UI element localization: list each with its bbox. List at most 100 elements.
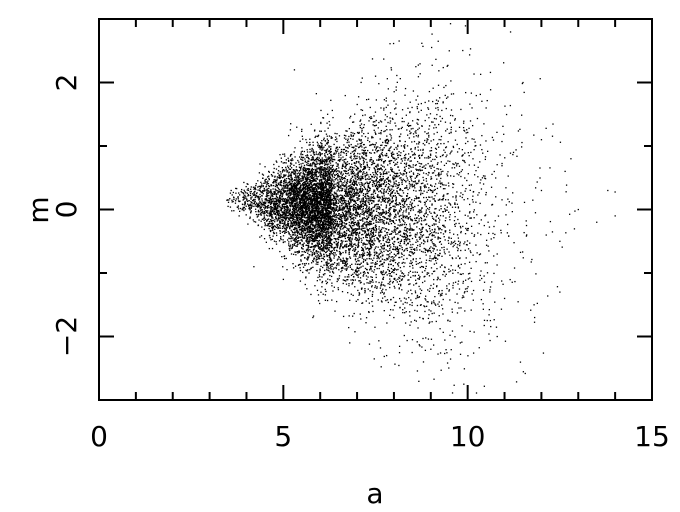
data-point [296,211,298,213]
data-point [344,250,347,252]
data-point [344,204,347,206]
data-point [368,242,370,244]
data-point [363,147,365,149]
data-point [250,190,252,193]
data-point [297,237,299,239]
data-point [371,196,373,198]
data-point [268,194,270,197]
data-point [402,172,404,175]
data-point [304,205,306,207]
data-point [467,229,469,232]
data-point [317,156,319,159]
data-point [392,42,395,45]
data-point [388,281,391,283]
data-point [352,205,354,207]
data-point [349,186,351,188]
data-point [316,211,319,213]
data-point [424,270,426,272]
data-point [264,218,267,220]
data-point [347,217,349,219]
data-point [427,250,429,252]
data-point [264,222,266,224]
data-point [334,228,336,230]
data-point [367,197,369,199]
data-point [330,206,332,208]
data-point [345,252,347,254]
data-point [404,202,406,204]
data-point [408,229,411,231]
data-point [305,216,308,219]
data-point [318,204,320,206]
data-point [333,152,335,154]
data-point [406,239,408,241]
data-point [328,253,331,255]
data-point [299,186,302,188]
data-point [309,172,311,174]
data-point [258,199,260,201]
data-point [354,221,357,224]
data-point [291,230,293,233]
data-point [367,230,370,232]
data-point [298,226,301,228]
data-point [345,183,347,186]
data-point [377,299,379,301]
data-point [439,252,441,255]
data-point [352,218,354,220]
data-point [433,127,435,129]
data-point [363,132,365,135]
data-point [301,196,303,198]
data-point [361,227,363,229]
data-point [262,185,264,188]
data-point [328,135,331,137]
data-point [412,209,415,211]
data-point [281,176,284,179]
data-point [353,255,355,257]
data-point [464,25,467,27]
data-point [306,270,308,272]
data-point [423,305,425,307]
data-point [330,167,332,169]
data-point [457,255,459,257]
data-point [345,234,347,236]
data-point [455,257,457,259]
data-point [319,220,321,222]
data-point [385,204,388,206]
data-point [483,123,485,125]
data-point [412,164,414,166]
data-point [292,171,294,173]
data-point [227,205,229,208]
data-point [348,141,350,143]
data-point [416,249,418,251]
data-point [428,309,430,311]
data-point [430,178,432,180]
data-point [317,182,319,184]
data-point [306,237,309,239]
data-point [361,247,364,250]
data-point [319,171,321,173]
data-point [425,295,427,297]
data-point [262,185,264,187]
data-point [266,224,268,227]
data-point [287,195,290,197]
data-point [304,207,306,210]
data-point [364,200,367,202]
data-point [533,321,536,323]
data-point [438,237,440,239]
data-point [393,174,395,177]
data-point [313,257,316,259]
data-point [316,240,318,242]
data-point [324,182,327,184]
data-point [333,158,335,161]
data-point [317,247,320,249]
data-point [435,259,437,262]
data-point [438,146,440,148]
data-point [395,273,398,276]
data-point [394,255,397,257]
data-point [417,143,420,145]
data-point [318,157,320,159]
data-point [259,196,262,198]
data-point [325,225,327,228]
data-point [339,215,341,217]
data-point [386,78,388,80]
data-point [394,176,396,178]
